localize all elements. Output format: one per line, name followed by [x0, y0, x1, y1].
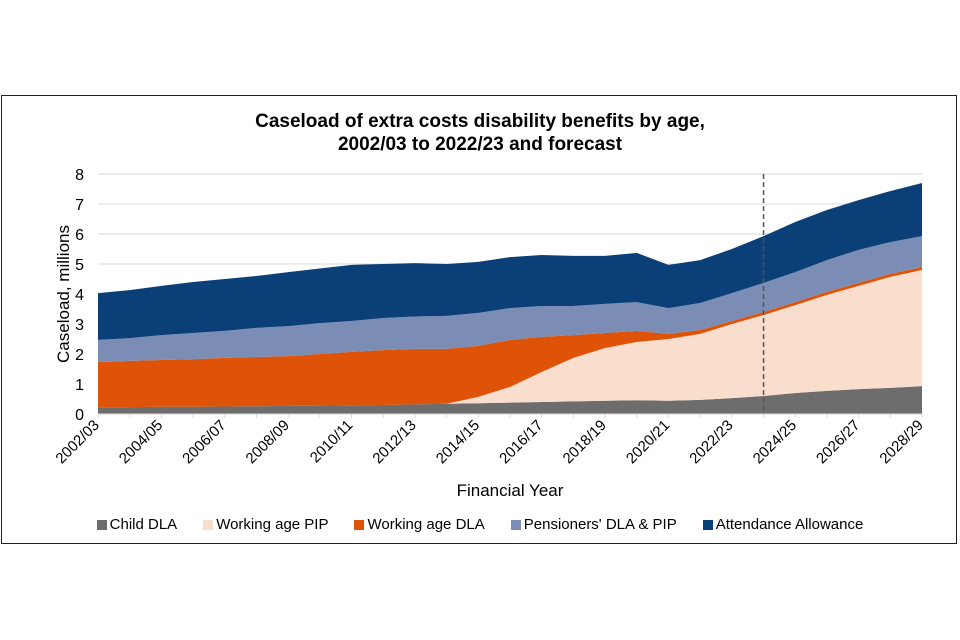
legend-swatch: [96, 519, 107, 530]
x-tick-label: 2008/09: [243, 417, 293, 467]
y-tick-label: 8: [75, 167, 84, 184]
area-working-age-dla: [98, 267, 922, 408]
x-tick-label: 2026/27: [813, 417, 863, 467]
legend-swatch: [510, 519, 521, 530]
legend-item: Child DLA: [96, 516, 178, 533]
y-tick-label: 4: [75, 287, 84, 304]
area-attendance-allowance: [98, 183, 922, 340]
legend: Child DLA Working age PIP Working age DLA P…: [0, 516, 960, 533]
x-tick-label: 2028/29: [876, 417, 926, 467]
x-tick-label: 2016/17: [496, 417, 546, 467]
chart-title-line1: Caseload of extra costs disability benef…: [255, 111, 705, 132]
x-tick-label: 2018/19: [560, 417, 610, 467]
x-tick-label: 2006/07: [179, 417, 229, 467]
area-pensioners-dla-pip: [98, 236, 922, 363]
y-tick-label: 6: [75, 227, 84, 244]
x-tick-label: 2012/13: [369, 417, 419, 467]
x-tick-label: 2022/23: [686, 417, 736, 467]
y-axis-title: Caseload, millions: [54, 225, 73, 363]
x-tick-label: 2002/03: [52, 417, 102, 467]
x-tick-label: 2024/25: [750, 417, 800, 467]
legend-item: Attendance Allowance: [702, 516, 864, 533]
legend-label: Attendance Allowance: [715, 516, 864, 533]
area-child-dla: [98, 386, 922, 414]
legend-label: Working age PIP: [216, 516, 329, 533]
legend-swatch: [203, 519, 214, 530]
legend-item: Working age DLA: [354, 516, 485, 533]
y-tick-label: 3: [75, 317, 84, 334]
legend-label: Child DLA: [109, 516, 178, 533]
area-working-age-pip: [98, 270, 922, 408]
chart-title-line2: 2002/03 to 2022/23 and forecast: [337, 134, 623, 155]
y-tick-label: 7: [75, 197, 84, 214]
y-tick-label: 2: [75, 347, 84, 364]
legend-label: Working age DLA: [367, 516, 485, 533]
legend-item: Pensioners' DLA & PIP: [510, 516, 677, 533]
y-tick-label: 5: [75, 257, 84, 274]
legend-swatch: [702, 519, 713, 530]
legend-swatch: [354, 519, 365, 530]
x-tick-label: 2020/21: [623, 417, 673, 467]
y-tick-label: 0: [75, 407, 84, 424]
y-axis: 0 1 2 3 4 5 6 7 8: [75, 167, 84, 424]
chart-title: Caseload of extra costs disability benef…: [0, 110, 960, 156]
x-tick-label: 2014/15: [433, 417, 483, 467]
x-axis-title: Financial Year: [457, 481, 564, 500]
legend-item: Working age PIP: [203, 516, 328, 533]
x-axis: 2002/03 2004/05 2006/07 2008/09 2010/11 2012/…: [52, 413, 927, 467]
x-tick-label: 2004/05: [116, 417, 166, 467]
x-tick-label: 2010/11: [307, 417, 357, 467]
y-tick-label: 1: [75, 377, 84, 394]
stacked-areas: [98, 183, 922, 414]
legend-label: Pensioners' DLA & PIP: [523, 516, 677, 533]
